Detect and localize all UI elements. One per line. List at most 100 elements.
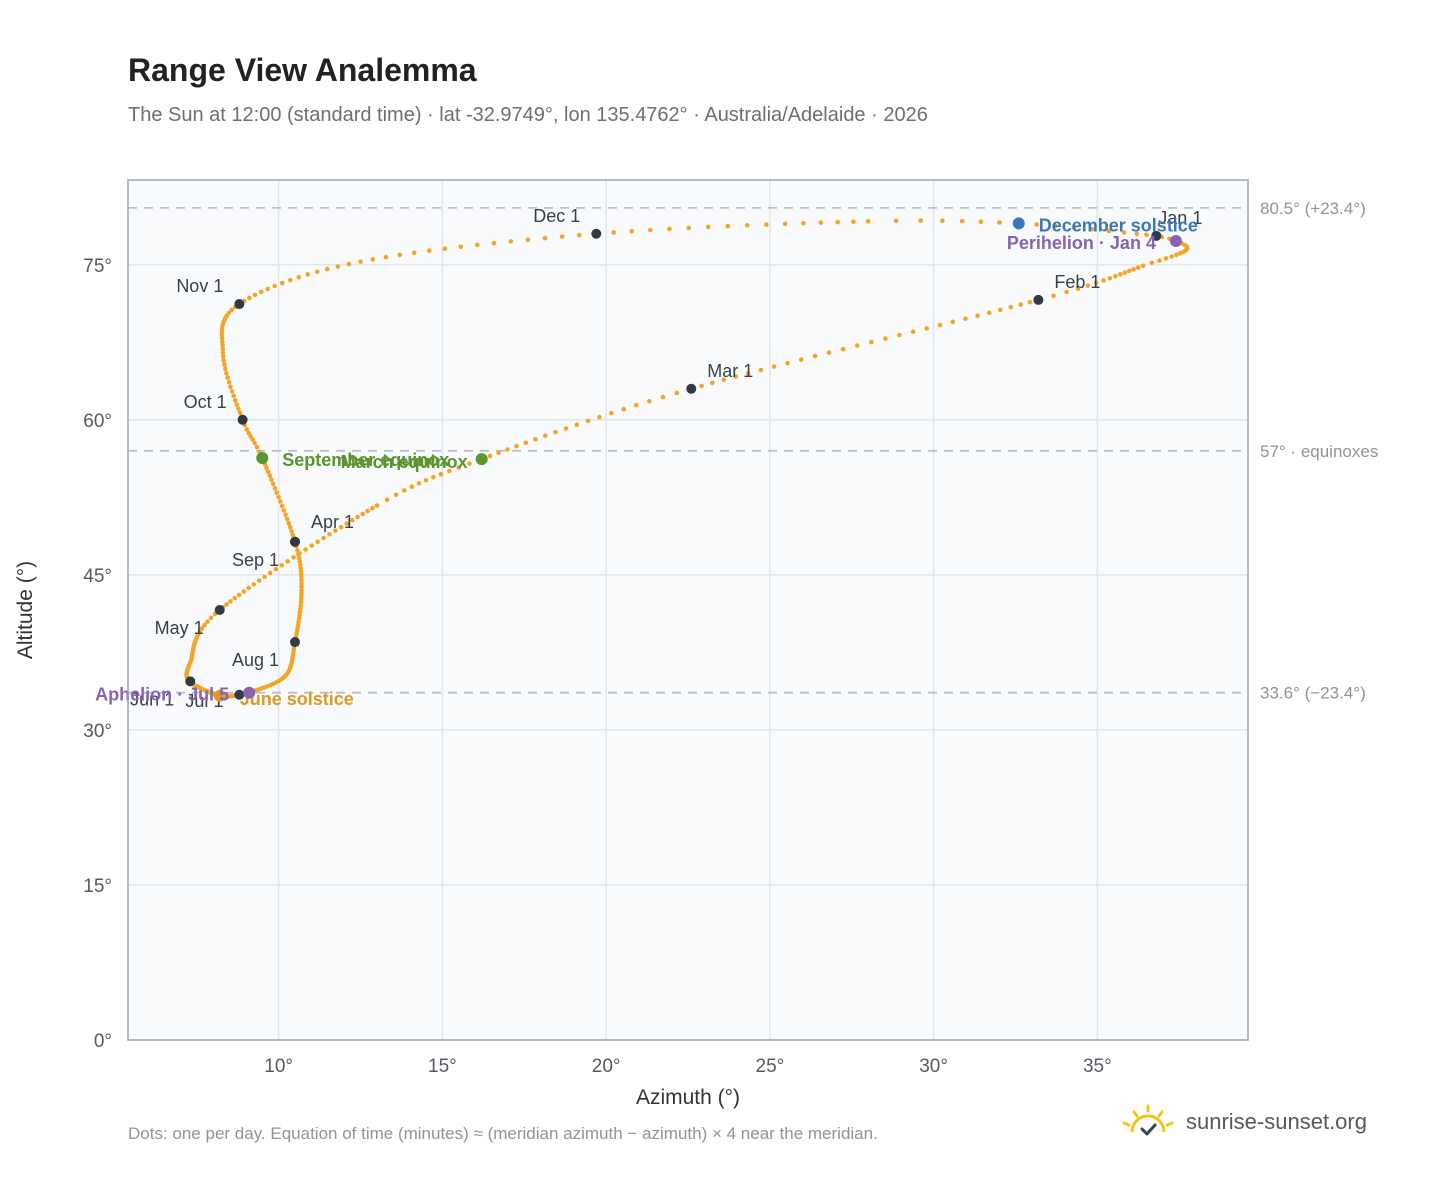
daily-dot [553,429,558,435]
daily-dot [1121,230,1127,235]
daily-dot [986,310,992,316]
daily-dot [397,252,403,258]
daily-dot [1122,270,1128,275]
daily-dot [1126,268,1132,274]
daily-dot [997,220,1002,225]
daily-dot [1177,250,1183,256]
daily-dot [1169,254,1174,259]
daily-dot [851,219,856,225]
daily-dot [208,615,214,621]
daily-dot [1101,278,1106,283]
daily-dot [487,453,493,459]
daily-dot [205,619,210,624]
daily-dot [287,525,293,530]
daily-dot [202,622,207,628]
daily-dot [374,503,380,508]
chart-subtitle: The Sun at 12:00 (standard time) · lat -… [128,104,928,126]
daily-dot [442,246,448,252]
daily-dot [621,406,626,412]
daily-dot [281,508,287,513]
daily-dot [295,548,300,553]
month-marker-label: Oct 1 [184,392,227,412]
daily-dot [733,374,739,379]
daily-dot [633,402,639,408]
daily-dot [496,450,501,456]
daily-dot [812,353,818,359]
event-marker [256,452,269,465]
daily-dot [252,292,258,298]
daily-dot [998,307,1003,313]
daily-dot [402,488,407,493]
daily-dot [285,559,290,564]
daily-dot [254,444,260,450]
y-tick-label: 15° [83,876,112,897]
daily-dot [542,235,548,241]
daily-dot [278,499,283,504]
daily-dot [648,227,653,233]
daily-dot [370,505,375,511]
month-marker [185,676,196,687]
daily-dot [258,289,264,295]
daily-dot [232,398,238,403]
daily-dot [365,508,370,514]
daily-dot [835,219,840,225]
daily-dot [1174,252,1179,258]
brand[interactable]: sunrise-sunset.org [1120,1102,1367,1142]
daily-dot [274,490,280,495]
month-marker-label: May 1 [155,618,204,638]
daily-dot [256,578,262,583]
daily-dot [231,393,236,399]
daily-dot [883,336,888,341]
daily-dot [220,354,226,359]
daily-dot [297,559,303,564]
y-axis-label: Altitude (°) [14,561,37,659]
daily-dot [265,286,271,292]
daily-dot [474,242,480,248]
daily-dot [360,511,366,517]
daily-dot [818,220,824,225]
daily-dot [426,248,432,254]
daily-dot [224,370,229,376]
daily-dot [229,389,235,394]
month-marker [290,536,301,547]
brand-name[interactable]: sunrise-sunset.org [1186,1109,1367,1134]
daily-dot [647,398,652,404]
daily-dot [299,588,304,593]
daily-dot [660,394,666,400]
daily-dot [252,440,258,446]
month-marker-label: Nov 1 [176,276,223,296]
daily-dot [574,422,580,428]
month-marker [591,228,602,239]
daily-dot [287,277,293,283]
daily-dot [940,218,945,224]
daily-dot [226,379,232,385]
daily-dot [611,230,616,235]
daily-dot [674,390,680,396]
reference-line-label: 57° · equinoxes [1260,442,1378,461]
axes: 10° 15° 20° 25° 30° 35° 0° 15° 30° 45° 60° 75° [83,256,1111,1077]
daily-dot [710,380,715,386]
x-tick-label: 20° [592,1056,621,1077]
daily-dot [237,410,243,415]
daily-dot [247,295,252,301]
daily-dot [1134,231,1140,237]
daily-dot [270,481,276,487]
daily-dot [785,360,790,366]
daily-dot [219,339,225,344]
month-marker [686,383,697,394]
daily-dot [1131,266,1136,272]
daily-dot [686,225,692,231]
daily-dot [315,539,320,545]
reference-lines: 80.5° (+23.4°) 57° · equinoxes 33.6° (−23.… [128,199,1378,703]
daily-dot [1075,286,1081,291]
daily-dot [1118,272,1123,277]
daily-dot [543,433,548,439]
daily-dot [251,582,257,587]
event-label: March equinox [341,452,468,472]
daily-dot [721,377,727,383]
reference-line-label: 33.6° (−23.4°) [1260,684,1366,703]
daily-dot [221,358,226,363]
daily-dot [290,532,296,538]
